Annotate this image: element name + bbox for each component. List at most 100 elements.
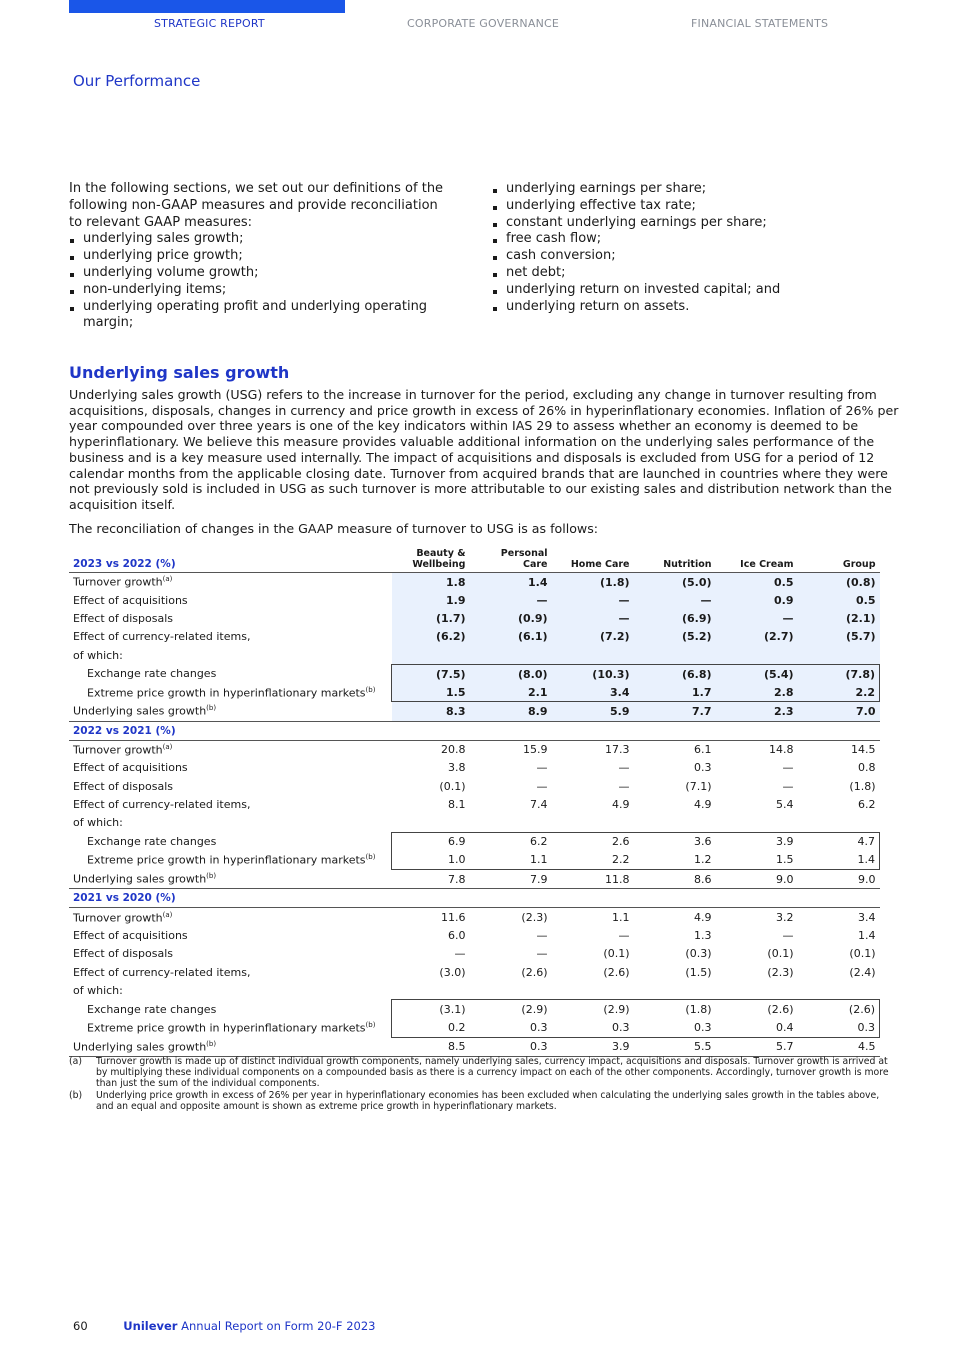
value-cell: 0.5: [797, 591, 880, 610]
value-cell: (7.1): [685, 779, 712, 793]
value-cell: —: [551, 609, 634, 628]
value-cell: 5.5: [633, 1037, 716, 1057]
value-cell: [716, 981, 798, 1000]
table-row: Exchange rate changes (7.5) (8.0) (10.3) (6.…: [69, 663, 880, 684]
measure-item: net debt;: [492, 265, 882, 282]
row-label-text: Effect of disposals: [73, 779, 173, 793]
value-cell: —: [536, 779, 548, 793]
row-label: Extreme price growth in hyperinflationar…: [69, 1019, 392, 1038]
usg-body: Underlying sales growth (USG) refers to …: [69, 387, 899, 512]
value-cell: [470, 813, 552, 832]
value-cell: —: [536, 947, 548, 961]
value-cell: [716, 813, 798, 832]
footnotes: (a) Turnover growth is made up of distinc…: [69, 1056, 894, 1112]
table-row: Underlying sales growth(b) 8.5 0.3 3.9 5.5 5.…: [69, 1037, 880, 1057]
value-cell: (6.2): [391, 627, 470, 646]
value-cell: (2.9): [551, 999, 634, 1019]
value-cell: 7.0: [797, 701, 880, 722]
table-row: Underlying sales growth(b) 7.8 7.9 11.8 8.6 9…: [69, 869, 880, 890]
value-cell: (0.8): [797, 572, 880, 592]
value-cell: 1.7: [633, 683, 716, 703]
row-label: Turnover growth(a): [69, 573, 392, 592]
row-label: Exchange rate changes: [69, 1000, 392, 1019]
value-cell: (2.6): [715, 999, 798, 1019]
value-cell: 11.8: [551, 869, 634, 890]
value-cell: 4.9: [612, 797, 630, 811]
value-cell: (7.5): [391, 663, 470, 684]
value-cell: 1.1: [612, 910, 630, 924]
value-cell: 6.1: [694, 743, 712, 757]
value-cell: (2.6): [797, 999, 880, 1019]
value-cell: (3.1): [391, 999, 470, 1019]
footnote-ref: (b): [365, 685, 376, 694]
value-cell: 7.8: [391, 869, 470, 890]
value-cell: (2.3): [767, 965, 794, 979]
value-cell: 1.9: [391, 591, 470, 610]
footnote-key: (b): [69, 1089, 83, 1101]
measure-item: constant underlying earnings per share;: [492, 215, 882, 232]
footnote-ref: (a): [162, 575, 173, 584]
value-cell: (1.5): [685, 965, 712, 979]
value-cell: —: [551, 591, 634, 610]
value-cell: 14.5: [851, 743, 876, 757]
top-nav: STRATEGIC REPORT CORPORATE GOVERNANCE FI…: [69, 0, 880, 34]
row-label: Effect of acquisitions: [69, 759, 392, 777]
row-label-text: Extreme price growth in hyperinflationar…: [87, 686, 366, 700]
value-cell: 0.3: [469, 1037, 552, 1057]
value-cell: —: [536, 929, 548, 943]
value-cell: (2.1): [797, 609, 880, 628]
value-cell: 6.2: [469, 831, 552, 851]
footnote-key: (a): [69, 1056, 82, 1067]
value-cell: 2.2: [797, 683, 880, 703]
value-cell: 1.0: [391, 850, 470, 870]
value-cell: 4.7: [797, 831, 880, 851]
value-cell: 1.5: [391, 683, 470, 703]
value-cell: (5.7): [797, 627, 880, 646]
table-row: Underlying sales growth(b) 8.3 8.9 5.9 7.7 2.…: [69, 701, 880, 722]
row-label: Effect of currency-related items,: [69, 963, 392, 981]
value-cell: (1.8): [633, 999, 716, 1019]
row-label-text: Underlying sales growth: [73, 704, 207, 718]
table-row: Turnover growth(a) 11.6 (2.3) 1.1 4.9 3.2 3.4: [69, 908, 880, 927]
value-cell: 0.8: [858, 761, 876, 775]
table-row: Extreme price growth in hyperinflationar…: [69, 1018, 880, 1038]
value-cell: 6.0: [448, 929, 466, 943]
tab-strategic-report[interactable]: STRATEGIC REPORT: [154, 17, 265, 30]
value-cell: (2.6): [603, 965, 630, 979]
value-cell: (6.8): [633, 663, 716, 684]
tab-financial-statements[interactable]: FINANCIAL STATEMENTS: [691, 17, 829, 30]
value-cell: (8.0): [469, 663, 552, 684]
row-label: Effect of disposals: [69, 609, 392, 627]
row-label-text: Effect of disposals: [73, 611, 173, 625]
row-label: Effect of disposals: [69, 945, 392, 963]
value-cell: —: [618, 779, 630, 793]
value-cell: (6.1): [469, 627, 552, 646]
value-cell: 1.4: [469, 572, 552, 592]
footnote-ref: (b): [365, 853, 376, 862]
section-header-row: 2022 vs 2021 (%): [69, 721, 880, 741]
measures-list-left: underlying sales growth; underlying price…: [69, 231, 449, 332]
column-header: Beauty & Wellbeing: [391, 548, 470, 573]
measure-item: underlying return on assets.: [492, 299, 882, 316]
active-tab-indicator: [69, 0, 345, 13]
row-label-text: Extreme price growth in hyperinflationar…: [87, 853, 366, 867]
value-cell: (5.2): [633, 627, 716, 646]
usg-heading: Underlying sales growth: [69, 363, 290, 382]
value-cell: [634, 981, 716, 1000]
usg-reconciliation-table: 2023 vs 2022 (%) Beauty & Wellbeing Person…: [69, 548, 880, 1057]
value-cell: (0.1): [603, 947, 630, 961]
value-cell: 0.3: [469, 1018, 552, 1038]
value-cell: (5.0): [633, 572, 716, 592]
row-label: Turnover growth(a): [69, 908, 392, 927]
value-cell: [634, 813, 716, 832]
value-cell: (1.7): [391, 609, 470, 628]
value-cell: (7.8): [797, 663, 880, 684]
value-cell: 4.9: [694, 797, 712, 811]
measure-item: underlying operating profit and underlyi…: [69, 299, 449, 333]
value-cell: —: [782, 779, 794, 793]
row-label: Effect of acquisitions: [69, 927, 392, 945]
value-cell: (7.2): [551, 627, 634, 646]
value-cell: 0.2: [391, 1018, 470, 1038]
tab-corporate-governance[interactable]: CORPORATE GOVERNANCE: [407, 17, 560, 30]
